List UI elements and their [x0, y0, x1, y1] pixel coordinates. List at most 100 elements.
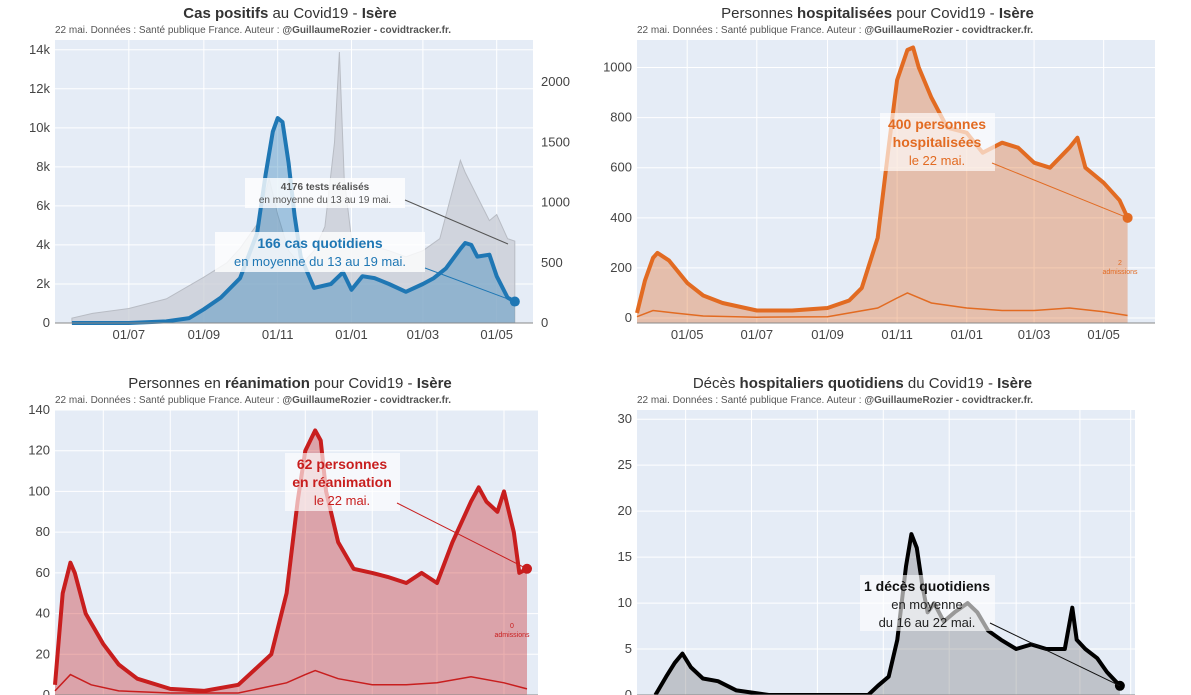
y-tick-label: 14k	[29, 42, 50, 57]
chart-panel-deaths: Décès hospitaliers quotidiens du Covid19…	[590, 370, 1191, 695]
y-tick-label: 8k	[36, 159, 50, 174]
y-tick-label: 140	[28, 402, 50, 417]
subtitle-author: @GuillaumeRozier - covidtracker.fr.	[282, 395, 452, 406]
subtitle-prefix: 22 mai. Données : Santé publique France.…	[55, 25, 283, 36]
chart-svg-deaths: 0 5 10 15 20 25 30 1 décès quotidiens en moyenne…	[618, 410, 1135, 695]
x-tick-label: 01/01	[950, 327, 983, 342]
y-tick-label: 80	[36, 524, 50, 539]
chart-title: Cas positifs au Covid19 - Isère	[5, 5, 575, 22]
annotation-line3: du 16 au 22 mai.	[879, 615, 976, 630]
annotation-line3: le 22 mai.	[909, 153, 965, 168]
y2-tick-label: 1500	[541, 134, 570, 149]
annotation-arrow	[989, 622, 1121, 687]
title-part: au Covid19 -	[268, 5, 362, 22]
series-line	[71, 116, 516, 325]
y-tick-label: 60	[36, 565, 50, 580]
x-tick-label: 01/11	[881, 327, 913, 342]
title-part: pour Covid19 -	[892, 5, 999, 22]
x-tick-label: 01/07	[741, 327, 774, 342]
annotation-arrow	[991, 162, 1128, 219]
y-tick-label: 2k	[36, 276, 50, 291]
annotation-admissions-label: admissions	[1102, 269, 1138, 276]
annotation-arrow	[424, 267, 516, 302]
y-tick-label: 0	[43, 687, 50, 695]
y-tick-label: 200	[610, 260, 632, 275]
y-tick-label: 10k	[29, 120, 50, 135]
annotation-box	[860, 575, 995, 631]
annotation-box	[245, 178, 405, 208]
y2-tick-label: 1000	[541, 195, 570, 210]
y-tick-label: 0	[43, 315, 50, 330]
annotation-arrow	[404, 199, 509, 245]
series-line	[53, 428, 528, 693]
chart-svg-hosp: 0 200 400 600 800 1000 01/05 01/07 01/09 01/11 01/…	[603, 40, 1155, 342]
y-tick-label: 100	[28, 483, 50, 498]
x-tick-label: 01/03	[1018, 327, 1051, 342]
y-tick-label: 1000	[603, 60, 632, 75]
title-part: Isère	[361, 5, 397, 22]
series-area	[655, 534, 1120, 695]
subtitle-author: @GuillaumeRozier - covidtracker.fr.	[864, 395, 1034, 406]
annotation-admissions-label: admissions	[494, 632, 530, 639]
chart-title: Personnes en réanimation pour Covid19 - …	[10, 375, 570, 392]
chart-subtitle: 22 mai. Données : Santé publique France.…	[637, 25, 1033, 36]
chart-svg-rea: 02040608010012014001/0501/0701/0901/1101…	[28, 402, 538, 695]
annotation-line3: le 22 mai.	[314, 493, 370, 508]
x-tick-label: 01/11	[262, 327, 294, 342]
annotation-cases-line2: en moyenne du 13 au 19 mai.	[234, 254, 406, 269]
title-part: pour Covid19 -	[309, 375, 417, 392]
title-part: Cas positifs	[183, 5, 269, 22]
y-tick-label: 600	[610, 160, 632, 175]
subtitle-prefix: 22 mai. Données : Santé publique France.…	[637, 25, 865, 36]
series-line-admissions	[636, 292, 1128, 318]
title-part: Isère	[997, 375, 1033, 392]
subtitle-prefix: 22 mai. Données : Santé publique France.…	[55, 395, 283, 406]
annotation-tests-line2: en moyenne du 13 au 19 mai.	[259, 195, 391, 206]
title-part: Personnes	[721, 5, 798, 22]
annotation-tests-line1: 4176 tests réalisés	[281, 182, 370, 193]
y-tick-label: 40	[36, 606, 50, 621]
x-tick-label: 01/05	[671, 327, 704, 342]
subtitle-prefix: 22 mai. Données : Santé publique France.…	[637, 395, 865, 406]
annotation-box	[285, 453, 400, 511]
x-tick-label: 01/09	[811, 327, 844, 342]
annotation-arrow	[396, 502, 528, 570]
subtitle-author: @GuillaumeRozier - covidtracker.fr.	[864, 25, 1034, 36]
x-tick-label: 01/03	[407, 327, 440, 342]
x-tick-label: 01/09	[188, 327, 221, 342]
chart-panel-cases: Cas positifs au Covid19 - Isère 22 mai. …	[0, 0, 590, 345]
title-part: du Covid19 -	[903, 375, 998, 392]
y-tick-label: 0	[625, 310, 632, 325]
chart-subtitle: 22 mai. Données : Santé publique France.…	[55, 395, 451, 406]
chart-panel-rea: Personnes en réanimation pour Covid19 - …	[0, 370, 590, 695]
annotation-admissions-count: 2	[1118, 260, 1122, 267]
title-part: Isère	[998, 5, 1034, 22]
y2-tick-label: 2000	[541, 74, 570, 89]
series-line-admissions	[54, 669, 528, 694]
y-tick-label: 25	[618, 457, 632, 472]
chart-subtitle: 22 mai. Données : Santé publique France.…	[637, 395, 1033, 406]
chart-title: Personnes hospitalisées pour Covid19 - I…	[590, 5, 1165, 22]
y-tick-label: 10	[618, 595, 632, 610]
y-tick-label: 0	[625, 687, 632, 695]
chart-title: Décès hospitaliers quotidiens du Covid19…	[590, 375, 1135, 392]
y-tick-label: 12k	[29, 81, 50, 96]
chart-subtitle: 22 mai. Données : Santé publique France.…	[55, 25, 451, 36]
y-tick-label: 30	[618, 411, 632, 426]
annotation-cases-line1: 166 cas quotidiens	[257, 235, 382, 251]
annotation-line1: 400 personnes	[888, 116, 986, 132]
annotation-line2: hospitalisées	[893, 134, 982, 150]
series-line	[635, 45, 1130, 314]
x-tick-label: 01/07	[113, 327, 146, 342]
y2-tick-label: 0	[541, 315, 548, 330]
y-tick-label: 4k	[36, 237, 50, 252]
annotation-box	[215, 232, 425, 272]
x-tick-label: 01/01	[335, 327, 368, 342]
y-tick-label: 120	[28, 443, 50, 458]
annotation-line1: 1 décès quotidiens	[864, 578, 990, 594]
y-tick-label: 20	[618, 503, 632, 518]
series-area	[637, 47, 1128, 323]
x-tick-label: 01/05	[480, 327, 513, 342]
y-tick-label: 800	[610, 110, 632, 125]
